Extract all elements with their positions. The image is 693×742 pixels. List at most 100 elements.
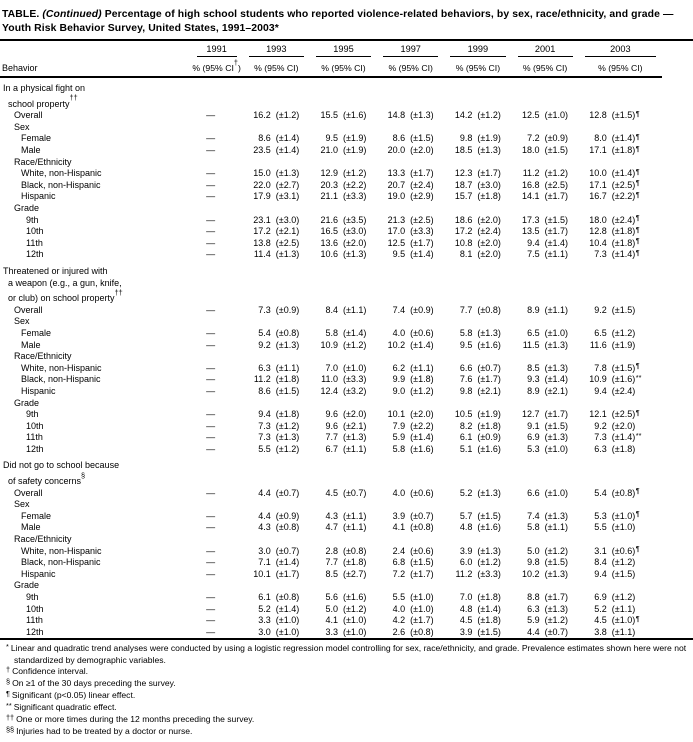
cell-ci: (±1.2) (275, 420, 300, 431)
cell-no-data: — (206, 592, 216, 603)
cell-ci: (±1.3) (275, 339, 300, 350)
cell-percent: 6.1 (459, 432, 473, 443)
cell-ci: (±1.1) (275, 362, 300, 373)
cell-no-data: — (206, 327, 216, 338)
row-label: Male (21, 339, 41, 350)
cell-percent: 13.3 (387, 168, 406, 179)
cell-percent: 6.0 (459, 557, 473, 568)
cell-no-data: — (206, 145, 216, 156)
cell-percent: 9.5 (392, 249, 406, 260)
cell-ci: (±1.5) (477, 626, 501, 637)
cell-percent: 8.0 (594, 133, 607, 144)
cell-percent: 15.7 (454, 191, 473, 202)
table-header: Behavior 1991 1993 1995 1997 1999 2001 2003% (9… (0, 41, 662, 79)
cell-ci: (±1.3) (477, 327, 501, 338)
cell-ci: (±2.5) (275, 237, 300, 248)
cell-ci: (±3.5) (342, 214, 367, 225)
year-text: 2001 (517, 44, 573, 58)
table-row: 9th — 23.1 (±3.0) 21.6 (±3.5) 21.3 (±2.5) 18.6 (±… (0, 213, 662, 227)
cell-ci: (±1.2) (275, 110, 300, 121)
cell-percent: 3.0 (258, 545, 271, 556)
cell-ci: (±1.4) (275, 133, 300, 144)
section-footnote-sup: †† (114, 287, 123, 297)
cell-percent: 6.3 (527, 603, 540, 614)
cell-ci: (±1.8)¶ (611, 224, 640, 237)
cell-percent: 17.9 (253, 191, 271, 202)
row-label: White, non-Hispanic (21, 362, 102, 373)
cell-percent: 10.6 (320, 249, 338, 260)
empty-cells (191, 316, 662, 328)
cell-ci: (±0.7) (544, 626, 569, 637)
cell-percent: 2.4 (392, 545, 406, 556)
cell-percent: 4.5 (594, 615, 607, 626)
cell-ci: (±0.7) (477, 362, 501, 373)
cell-percent: 7.8 (594, 362, 607, 373)
cell-ci: (±2.0) (342, 237, 367, 248)
empty-cells (191, 122, 662, 134)
cell-ci: (±1.2) (611, 592, 636, 603)
footnote-marker: ¶ (6, 689, 10, 699)
table-title-text: Percentage of high school students who r… (2, 9, 674, 34)
cell-no-data: — (206, 385, 216, 396)
table-row: White, non-Hispanic — 3.0 (±0.7) 2.8 (±0.8) 2.… (0, 544, 662, 558)
cell-percent: 10.4 (589, 237, 607, 248)
cell-percent: 15.5 (320, 110, 338, 121)
table-row: Hispanic — 8.6 (±1.5) 12.4 (±3.2) 9.0 (±1.2) 9.8… (0, 386, 662, 398)
cell-percent: 5.2 (594, 603, 607, 614)
significance-mark: ¶ (635, 213, 640, 223)
year-label: 2003 (579, 41, 662, 58)
cell-ci: (±1.2) (342, 339, 367, 350)
row-label: Black, non-Hispanic (21, 179, 101, 190)
table-row: 9th — 9.4 (±1.8) 9.6 (±2.0) 10.1 (±2.0) 10.5 (±1.… (0, 407, 662, 421)
cell-ci: (±0.9) (410, 304, 434, 315)
cell-ci: (±1.8) (477, 191, 501, 202)
cell-percent: 19.0 (387, 191, 406, 202)
cell-percent: 4.4 (258, 510, 271, 521)
row-label: 10th (26, 420, 44, 431)
row-label: Hispanic (21, 385, 56, 396)
row-label: Overall (14, 110, 43, 121)
cell-percent: 12.7 (522, 409, 540, 420)
cell-percent: 7.0 (325, 362, 338, 373)
table-row: White, non-Hispanic — 15.0 (±1.3) 12.9 (±1.2)… (0, 167, 662, 180)
cell-ci: (±1.3) (544, 510, 569, 521)
cell-ci: (±1.5) (544, 145, 569, 156)
table-title-continued: (Continued) (42, 9, 102, 20)
section-label: or club) on school property†† (8, 287, 123, 304)
footnote-marker: * (6, 642, 9, 652)
year-text: 1991 (196, 44, 237, 58)
cell-ci: (±1.0)¶ (611, 613, 640, 626)
significance-mark: ¶ (635, 407, 640, 417)
significance-mark: ** (635, 430, 642, 440)
cell-percent: 17.1 (589, 145, 607, 156)
cell-percent: 7.3 (594, 249, 607, 260)
cell-percent: 9.4 (594, 385, 607, 396)
table-row: Grade (0, 580, 662, 592)
cell-percent: 7.5 (527, 249, 540, 260)
cell-ci: (±1.5)¶ (611, 108, 640, 121)
empty-cells (191, 203, 662, 215)
cell-ci: (±2.0) (477, 249, 501, 260)
cell-ci: (±1.8)¶ (611, 143, 640, 156)
cell-ci: (±1.9) (342, 133, 367, 144)
cell-ci: (±2.0) (410, 409, 434, 420)
row-label: White, non-Hispanic (21, 545, 102, 556)
cell-ci: (±1.7) (410, 615, 434, 626)
cell-no-data: — (206, 339, 216, 350)
cell-percent: 6.5 (594, 327, 607, 338)
cell-percent: 9.0 (392, 385, 406, 396)
cell-percent: 21.1 (320, 191, 338, 202)
cell-percent: 10.9 (589, 374, 607, 385)
table-row: Race/Ethnicity (0, 157, 662, 169)
cell-no-data: — (206, 133, 216, 144)
table-row: Black, non-Hispanic — 7.1 (±1.4) 7.7 (±1.8) 6.… (0, 557, 662, 569)
cell-ci: (±0.8) (342, 545, 367, 556)
cell-percent: 5.6 (325, 592, 338, 603)
cell-percent: 4.8 (459, 603, 473, 614)
cell-percent: 3.1 (594, 545, 607, 556)
footnote-marker: § (6, 677, 11, 687)
cell-percent: 8.6 (392, 133, 406, 144)
cell-percent: 18.5 (454, 145, 473, 156)
subheader-row: % (95% CI†)% (95% CI)% (95% CI)% (95% CI… (0, 57, 662, 79)
cell-ci: (±1.8)¶ (611, 236, 640, 248)
